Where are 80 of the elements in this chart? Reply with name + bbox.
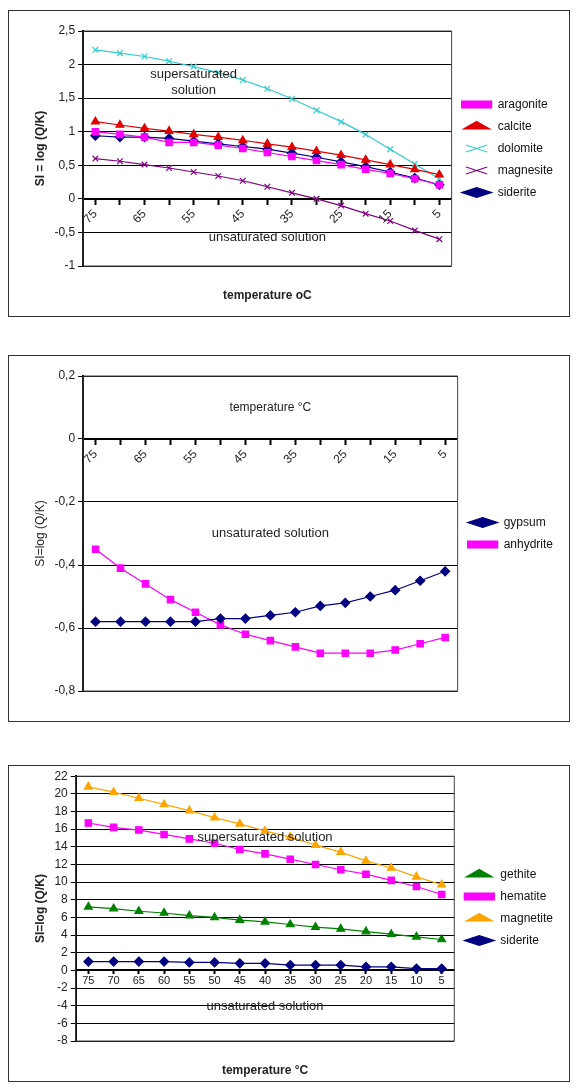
y-tick-label: -8	[57, 1033, 69, 1048]
x-tick-label: 35	[280, 446, 301, 466]
legend-label: gypsum	[503, 514, 546, 529]
y-tick-label: -0,6	[54, 620, 76, 635]
x-tick-label: 5	[429, 206, 445, 222]
x-tick-label: 65	[132, 974, 145, 987]
y-axis-title: SI = log (Q/K)	[32, 110, 47, 187]
legend-label: siderite	[497, 184, 537, 199]
legend-label: anhydrite	[503, 536, 554, 551]
y-tick-label: 4	[61, 927, 69, 942]
x-tick-label: 25	[334, 974, 347, 987]
x-tick-label: 15	[385, 974, 398, 987]
legend-label: magnetite	[500, 910, 554, 925]
y-tick-label: 12	[54, 856, 69, 871]
y-tick-label: -1	[64, 258, 76, 273]
annotation: unsaturated solution	[208, 229, 326, 245]
legend-label: magnesite	[497, 162, 554, 177]
legend-label: gethite	[500, 866, 537, 881]
x-tick-label: 30	[309, 974, 322, 987]
y-tick-label: -2	[57, 980, 69, 995]
y-tick-label: 14	[54, 839, 69, 854]
y-tick-label: 0,2	[58, 368, 76, 383]
y-tick-label: 2	[61, 945, 69, 960]
x-tick-label: 65	[129, 206, 150, 226]
y-tick-label: -6	[57, 1015, 69, 1030]
y-tick-label: -0,8	[54, 683, 76, 698]
x-axis-title: temperature °C	[229, 399, 312, 414]
x-tick-label: 45	[230, 446, 251, 466]
x-tick-label: 35	[277, 206, 297, 226]
x-tick-label: 40	[258, 974, 272, 987]
y-tick-label: 18	[54, 803, 69, 818]
x-tick-label: 65	[130, 446, 151, 466]
x-tick-label: 15	[375, 206, 395, 226]
legend-label: siderite	[500, 932, 540, 947]
y-axis-title: SI=log (Q/K)	[32, 874, 47, 944]
y-tick-label: 6	[61, 909, 69, 924]
x-tick-label: 75	[80, 206, 101, 226]
y-tick-label: 22	[54, 768, 69, 783]
y-axis-title: SI=log (Q/K)	[32, 500, 47, 567]
x-tick-label: 75	[80, 446, 101, 466]
y-tick-label: 16	[54, 821, 69, 836]
y-tick-label: 10	[54, 874, 69, 889]
legend-label: dolomite	[497, 140, 544, 155]
legend-label: hematite	[500, 888, 547, 903]
x-tick-label: 5	[438, 974, 445, 987]
x-tick-label: 10	[410, 974, 423, 987]
y-tick-label: -0,5	[54, 224, 76, 239]
x-tick-label: 25	[330, 446, 350, 466]
y-tick-label: -0,4	[54, 557, 76, 572]
y-tick-label: 2,5	[58, 23, 76, 38]
annotation: unsaturated solution	[211, 525, 329, 541]
x-tick-label: 15	[380, 446, 400, 466]
y-tick-label: 20	[54, 786, 69, 801]
y-tick-label: 1,5	[58, 90, 76, 105]
x-tick-label: 25	[326, 206, 346, 226]
x-tick-label: 5	[434, 446, 450, 462]
y-tick-label: -0,2	[54, 494, 76, 509]
y-tick-label: 0	[68, 191, 76, 206]
y-tick-label: 2	[68, 56, 76, 71]
y-tick-label: -4	[57, 998, 69, 1013]
x-tick-label: 35	[284, 974, 297, 987]
y-tick-label: 0,5	[58, 157, 76, 172]
legend-label: calcite	[497, 118, 532, 133]
x-tick-label: 55	[183, 974, 196, 987]
x-tick-label: 50	[208, 974, 221, 987]
x-tick-label: 55	[178, 206, 199, 226]
x-tick-label: 55	[180, 446, 201, 466]
legend-label: aragonite	[497, 96, 548, 111]
x-tick-label: 20	[359, 974, 373, 987]
x-tick-label: 45	[227, 206, 248, 226]
y-tick-label: 0	[68, 431, 76, 446]
x-tick-label: 70	[107, 974, 120, 987]
x-tick-label: 75	[82, 974, 95, 987]
y-tick-label: 1	[68, 124, 76, 139]
x-tick-label: 45	[233, 974, 246, 987]
x-axis-title: temperature oC	[223, 288, 313, 303]
y-tick-label: 8	[61, 892, 69, 907]
x-tick-label: 60	[157, 974, 171, 987]
y-tick-label: 0	[61, 962, 69, 977]
x-axis-title: temperature °C	[221, 1063, 309, 1078]
